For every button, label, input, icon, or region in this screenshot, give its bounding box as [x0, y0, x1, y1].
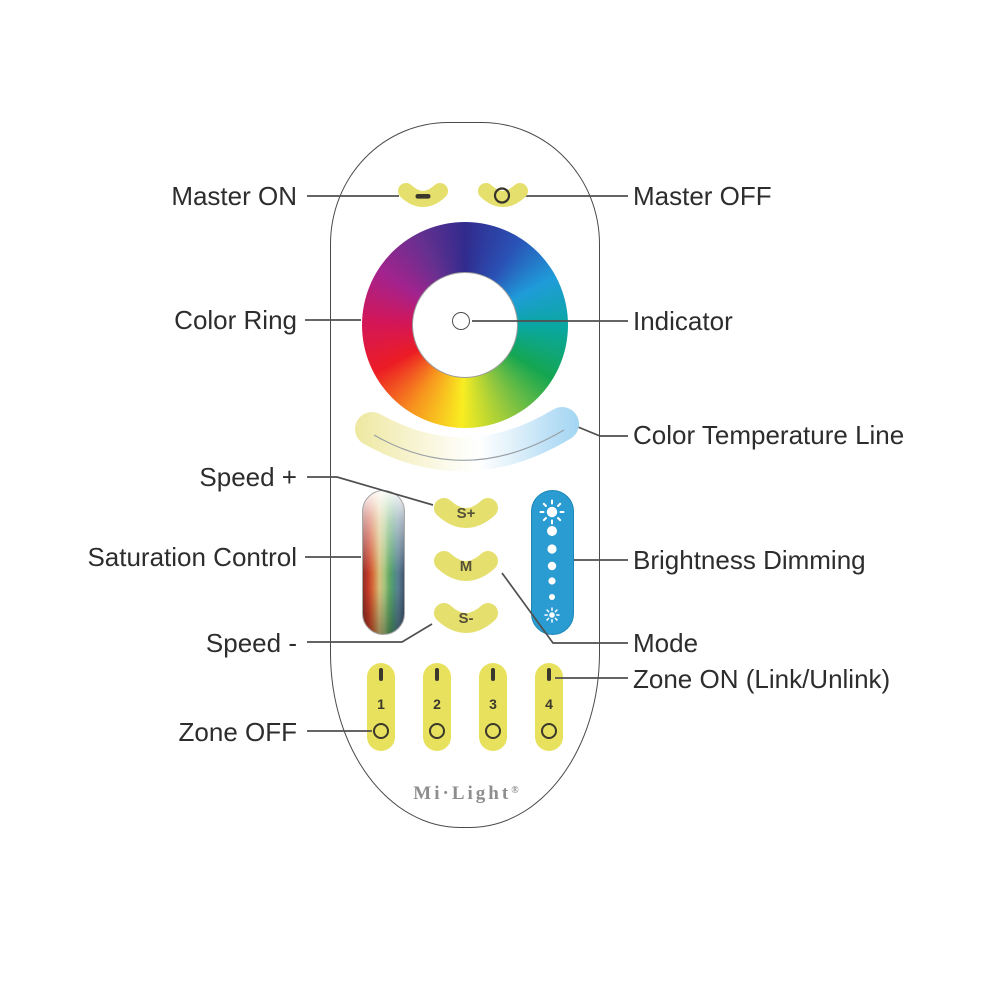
speed-minus-button-label: S-: [458, 610, 474, 627]
zone-off-icon: [429, 723, 445, 739]
callout-saturation-control: Saturation Control: [87, 542, 297, 572]
brightness-dimming-bar: [531, 490, 574, 635]
saturation-control-bar: [362, 490, 405, 635]
callout-color-ring: Color Ring: [174, 305, 297, 335]
callout-indicator: Indicator: [633, 306, 733, 336]
zone-button-2: 2: [423, 663, 451, 751]
callout-color-temperature-line: Color Temperature Line: [633, 420, 905, 450]
callout-master-on: Master ON: [171, 181, 297, 211]
zone-button-1: 1: [367, 663, 395, 751]
brand-logo: Mi·Light®: [366, 779, 566, 806]
callout-zone-on: Zone ON (Link/Unlink): [633, 664, 891, 694]
indicator-dot-icon: [452, 312, 470, 330]
zone-number: 4: [545, 696, 553, 712]
mode-button-label: M: [459, 558, 473, 575]
zone-number: 1: [377, 696, 385, 712]
zone-off-icon: [541, 723, 557, 739]
callout-brightness-dimming: Brightness Dimming: [633, 545, 866, 575]
callout-zone-off: Zone OFF: [178, 717, 297, 747]
callout-speed-plus: Speed +: [199, 462, 297, 492]
zone-on-icon: [379, 668, 383, 681]
zone-on-icon: [435, 668, 439, 681]
brand-logo-text: Mi·Light: [413, 783, 512, 804]
zone-off-icon: [485, 723, 501, 739]
speed-plus-button-label: S+: [456, 505, 476, 522]
callout-mode: Mode: [633, 628, 699, 658]
registered-mark: ®: [511, 785, 519, 796]
zone-button-3: 3: [479, 663, 507, 751]
zone-off-icon: [373, 723, 389, 739]
zone-number: 3: [489, 696, 497, 712]
callout-master-off: Master OFF: [633, 181, 772, 211]
zone-on-icon: [491, 668, 495, 681]
zone-button-4: 4: [535, 663, 563, 751]
zone-number: 2: [433, 696, 441, 712]
zone-on-icon: [547, 668, 551, 681]
callout-speed-minus: Speed -: [205, 628, 297, 658]
